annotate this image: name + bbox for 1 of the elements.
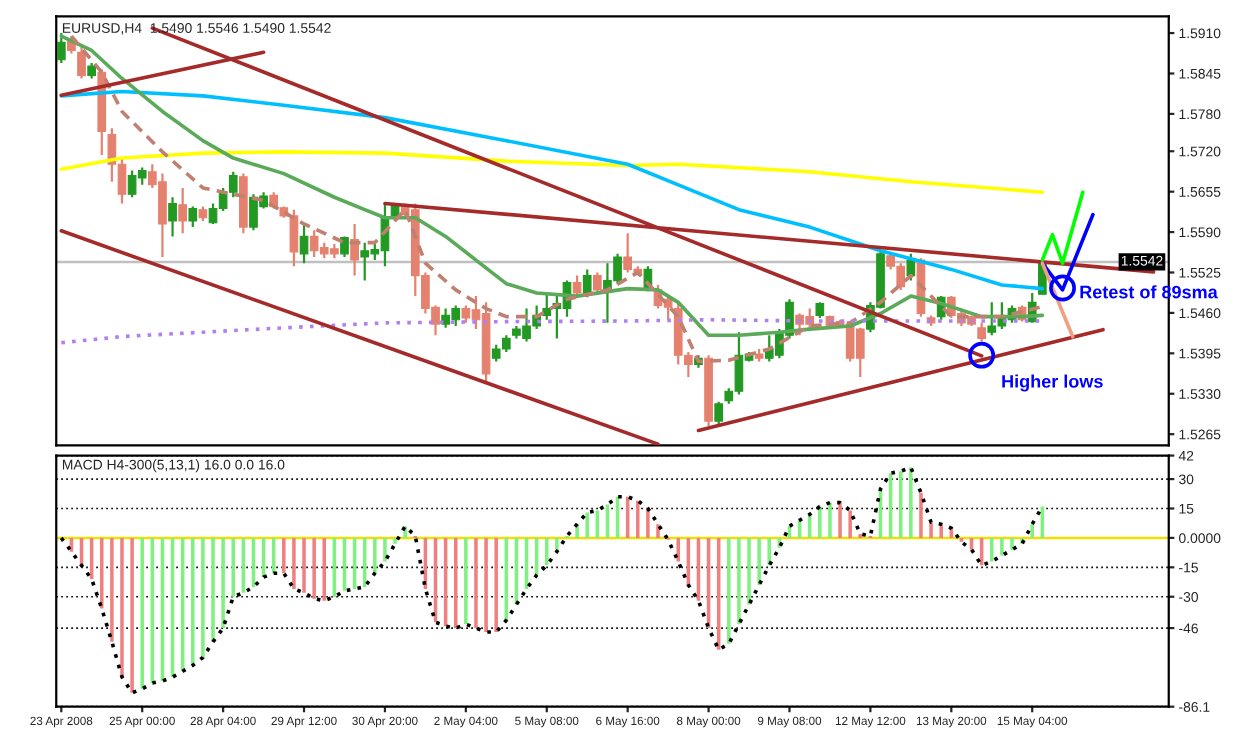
annotation: Higher lows bbox=[1002, 374, 1103, 392]
